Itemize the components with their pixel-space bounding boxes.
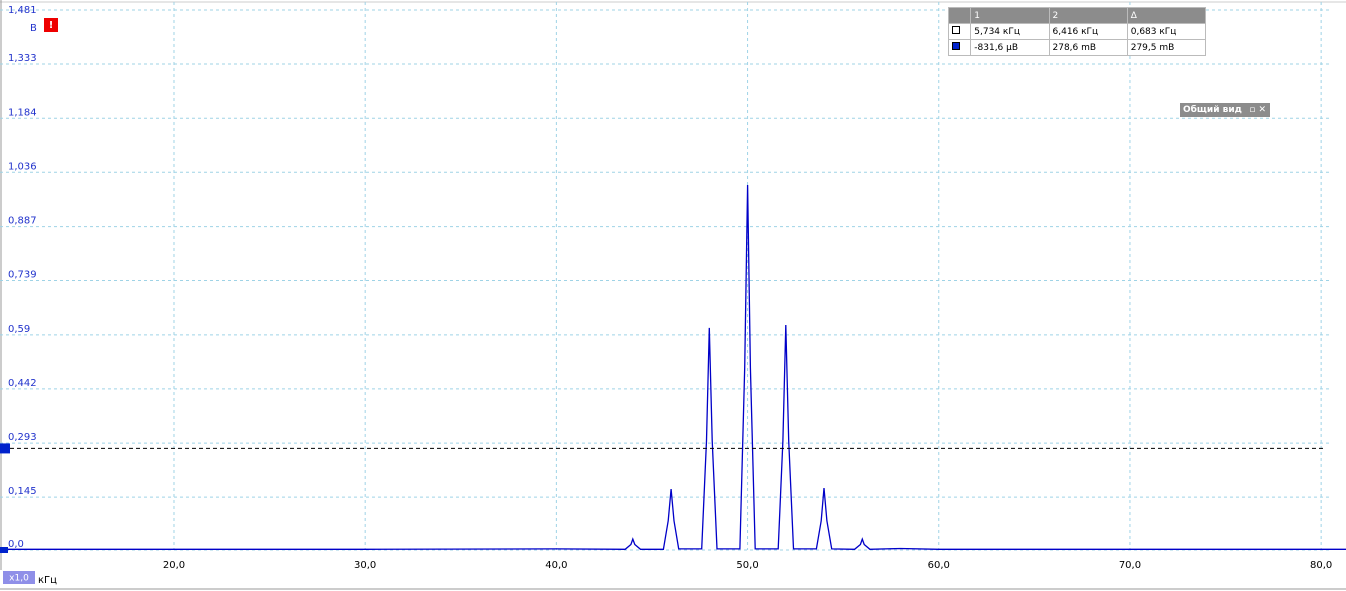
zoom-label: x1,0 <box>9 574 29 584</box>
cursor-row: -831,6 μВ 278,6 mВ 279,5 mВ <box>947 39 1207 56</box>
overview-title: Общий вид <box>1183 105 1242 115</box>
header-cell: 2 <box>1048 7 1128 24</box>
cursor-table: 1 2 Δ 5,734 кГц 6,416 кГц 0,683 кГц -831,6 μВ 2… <box>947 7 1207 56</box>
y-tick-label: 0,442 <box>8 378 37 389</box>
warning-icon[interactable] <box>44 18 58 32</box>
x-tick-label: 60,0 <box>928 560 950 571</box>
panel-controls[interactable]: ▫ ✕ <box>1249 105 1266 115</box>
row-swatch <box>947 23 972 40</box>
x-tick-label: 30,0 <box>354 560 376 571</box>
header-cell: 1 <box>970 7 1050 24</box>
y-tick-label: 1,481 <box>8 5 37 16</box>
cursor-handle <box>0 443 10 454</box>
cursor-cell: -831,6 μВ <box>970 39 1050 56</box>
spectrum-line <box>0 184 1346 550</box>
y-tick-label: 0,887 <box>8 216 37 227</box>
x-tick-label: 80,0 <box>1310 560 1332 571</box>
cursor-cell: 5,734 кГц <box>970 23 1050 40</box>
grid <box>0 2 1330 551</box>
plot <box>0 184 1346 553</box>
cursor-cell: 0,683 кГц <box>1126 23 1207 40</box>
header-cell: Δ <box>1126 7 1207 24</box>
y-tick-label: 0,293 <box>8 432 37 443</box>
x-unit: кГц <box>38 575 57 586</box>
cursor-cell: 279,5 mВ <box>1126 39 1207 56</box>
corner-cell <box>947 7 972 24</box>
y-tick-label: 0,145 <box>8 486 37 497</box>
y-tick-label: 0,0 <box>8 539 24 550</box>
y-tick-label: 1,333 <box>8 53 37 64</box>
cursor-row: 5,734 кГц 6,416 кГц 0,683 кГц <box>947 23 1207 40</box>
y-unit: В <box>30 23 37 34</box>
zero-handle <box>0 547 8 553</box>
warning-text: ! <box>49 20 54 31</box>
y-tick-label: 1,036 <box>8 161 37 172</box>
y-tick-label: 0,59 <box>8 324 30 335</box>
y-tick-label: 0,739 <box>8 270 37 281</box>
overview-panel[interactable]: Общий вид ▫ ✕ <box>1180 103 1270 117</box>
cursor-cell: 6,416 кГц <box>1048 23 1128 40</box>
zoom-badge[interactable] <box>3 571 35 584</box>
x-tick-label: 50,0 <box>736 560 758 571</box>
cursor-cell: 278,6 mВ <box>1048 39 1128 56</box>
x-tick-label: 40,0 <box>545 560 567 571</box>
row-swatch <box>947 39 972 56</box>
x-tick-label: 70,0 <box>1119 560 1141 571</box>
x-tick-label: 20,0 <box>163 560 185 571</box>
y-tick-label: 1,184 <box>8 107 37 118</box>
